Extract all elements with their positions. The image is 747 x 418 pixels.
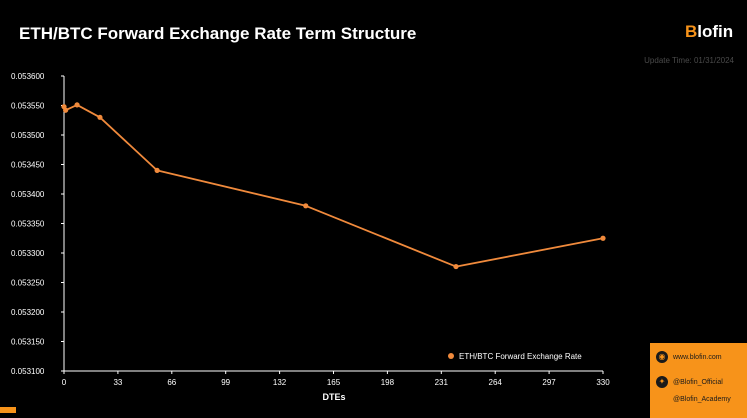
x-axis-label: DTEs xyxy=(322,392,345,402)
data-point xyxy=(63,107,69,113)
x-tick-label: 0 xyxy=(62,378,67,387)
y-tick-labels: 0.053100 0.053150 0.053200 0.053250 0.053300… xyxy=(11,72,45,376)
x-tick-label: 330 xyxy=(596,378,610,387)
website-link[interactable]: ◉ www.blofin.com xyxy=(656,351,722,363)
x-tick-label: 198 xyxy=(381,378,395,387)
x-tick-label: 33 xyxy=(113,378,122,387)
data-point xyxy=(303,203,309,209)
x-tick-label: 231 xyxy=(435,378,449,387)
legend-marker xyxy=(448,353,454,359)
legend: ETH/BTC Forward Exchange Rate xyxy=(448,352,582,361)
website-text: www.blofin.com xyxy=(673,353,722,361)
data-point xyxy=(154,167,160,173)
data-point xyxy=(97,114,103,120)
x-tick-label: 165 xyxy=(327,378,341,387)
series-points xyxy=(61,102,606,270)
legend-label: ETH/BTC Forward Exchange Rate xyxy=(459,352,582,361)
twitter-link[interactable]: ✦ @Blofin_Official xyxy=(656,376,723,388)
x-tick-label: 297 xyxy=(542,378,556,387)
data-point xyxy=(453,263,459,270)
y-tick-label: 0.053500 xyxy=(11,131,45,140)
y-tick-label: 0.053350 xyxy=(11,220,45,229)
x-tick-label: 132 xyxy=(273,378,287,387)
y-tick-label: 0.053450 xyxy=(11,161,45,170)
globe-icon: ◉ xyxy=(656,351,668,363)
twitter-text: @Blofin_Official xyxy=(673,378,723,386)
x-tick-label: 99 xyxy=(221,378,230,387)
brand-logo: Blofin xyxy=(685,22,733,42)
y-tick-label: 0.053200 xyxy=(11,308,45,317)
y-tick-label: 0.053600 xyxy=(11,72,45,81)
chart-title: ETH/BTC Forward Exchange Rate Term Struc… xyxy=(19,24,417,43)
y-tick-label: 0.053100 xyxy=(11,367,45,376)
update-time: Update Time: 01/31/2024 xyxy=(644,56,734,65)
brand-logo-initial: B xyxy=(685,22,698,41)
y-tick-label: 0.053300 xyxy=(11,249,45,258)
academy-text: @Blofin_Academy xyxy=(673,395,731,403)
series-line xyxy=(63,104,604,268)
y-tick-label: 0.053550 xyxy=(11,102,45,111)
y-tick-label: 0.053150 xyxy=(11,338,45,347)
social-links-panel: ◉ www.blofin.com ✦ @Blofin_Official @Blo… xyxy=(650,343,747,418)
corner-accent xyxy=(0,407,16,413)
series-lines xyxy=(63,104,604,268)
data-point xyxy=(74,102,80,108)
twitter-icon: ✦ xyxy=(656,376,668,388)
y-tick-label: 0.053400 xyxy=(11,190,45,199)
x-tick-label: 264 xyxy=(489,378,503,387)
chart-axes xyxy=(61,75,604,374)
data-point xyxy=(600,235,606,241)
academy-link[interactable]: @Blofin_Academy xyxy=(656,393,731,405)
brand-logo-rest: lofin xyxy=(697,22,734,41)
y-tick-label: 0.053250 xyxy=(11,279,45,288)
x-tick-label: 66 xyxy=(167,378,176,387)
x-tick-labels: 0 33 66 99 132 165 198 231 264 297 330 xyxy=(62,378,610,387)
